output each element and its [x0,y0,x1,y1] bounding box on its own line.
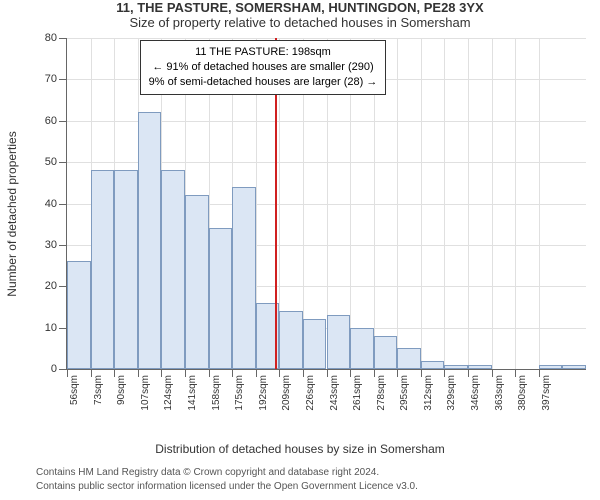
x-tick [232,369,233,377]
x-tick-label: 261sqm [352,375,363,411]
x-tick [185,369,186,377]
histogram-bar [327,315,351,369]
histogram-bar [279,311,303,369]
histogram-bar [350,328,374,369]
histogram-bar [161,170,185,369]
y-tick-label: 30 [45,239,67,251]
x-tick-label: 346sqm [470,375,481,411]
histogram-bar [539,365,563,369]
x-tick [327,369,328,377]
x-tick-label: 141sqm [187,375,198,411]
histogram-bar [562,365,586,369]
annotation-box: 11 THE PASTURE: 198sqm ← 91% of detached… [140,40,387,95]
x-tick [374,369,375,377]
plot-area: 0102030405060708056sqm73sqm90sqm107sqm12… [66,38,586,370]
histogram-bar [444,365,468,369]
y-tick-label: 20 [45,280,67,292]
x-tick-label: 295sqm [399,375,410,411]
x-tick-label: 175sqm [234,375,245,411]
x-tick-label: 158sqm [211,375,222,411]
histogram-bar [232,187,256,369]
x-tick [256,369,257,377]
y-axis-label: Number of detached properties [5,131,19,296]
histogram-bar [397,348,421,369]
x-axis-label: Distribution of detached houses by size … [0,442,600,456]
x-tick [303,369,304,377]
grid-line-v [492,38,493,369]
histogram-bar [114,170,138,369]
annotation-line3: 9% of semi-detached houses are larger (2… [149,75,378,90]
x-tick [539,369,540,377]
histogram-bar [468,365,492,369]
x-tick-label: 278sqm [376,375,387,411]
histogram-bar [67,261,91,369]
x-tick [468,369,469,377]
x-tick [492,369,493,377]
chart-area: Number of detached properties 0102030405… [56,34,586,394]
x-tick-label: 124sqm [163,375,174,411]
x-tick-label: 380sqm [517,375,528,411]
histogram-bar [91,170,115,369]
x-tick-label: 107sqm [140,375,151,411]
footer: Contains HM Land Registry data © Crown c… [36,466,586,493]
x-tick-label: 397sqm [541,375,552,411]
grid-line-v [444,38,445,369]
x-tick [421,369,422,377]
histogram-bar [138,112,162,369]
histogram-bar [185,195,209,369]
footer-line2: Contains public sector information licen… [36,480,586,494]
x-tick [209,369,210,377]
x-tick-label: 243sqm [329,375,340,411]
x-tick-label: 192sqm [258,375,269,411]
grid-line-v [421,38,422,369]
x-tick-label: 312sqm [423,375,434,411]
grid-line-v [468,38,469,369]
histogram-bar [374,336,398,369]
x-tick-label: 329sqm [446,375,457,411]
y-tick-label: 60 [45,115,67,127]
x-tick [91,369,92,377]
x-tick-label: 209sqm [281,375,292,411]
x-tick [67,369,68,377]
x-tick-label: 363sqm [494,375,505,411]
annotation-line1: 11 THE PASTURE: 198sqm [149,45,378,60]
x-tick-label: 56sqm [69,375,80,405]
x-tick [350,369,351,377]
chart-subtitle: Size of property relative to detached ho… [0,15,600,30]
histogram-bar [421,361,445,369]
y-tick-label: 50 [45,156,67,168]
histogram-bar [209,228,233,369]
x-tick-label: 73sqm [93,375,104,405]
y-tick-label: 80 [45,32,67,44]
y-tick-label: 0 [51,363,67,375]
x-tick-label: 90sqm [116,375,127,405]
annotation-line2: ← 91% of detached houses are smaller (29… [149,60,378,75]
x-tick [138,369,139,377]
grid-line-v [515,38,516,369]
y-tick-label: 70 [45,73,67,85]
chart-title: 11, THE PASTURE, SOMERSHAM, HUNTINGDON, … [0,0,600,15]
y-tick-label: 40 [45,198,67,210]
grid-line-v [397,38,398,369]
grid-line-v [539,38,540,369]
footer-line1: Contains HM Land Registry data © Crown c… [36,466,586,480]
x-tick-label: 226sqm [305,375,316,411]
histogram-bar [303,319,327,369]
y-tick-label: 10 [45,322,67,334]
